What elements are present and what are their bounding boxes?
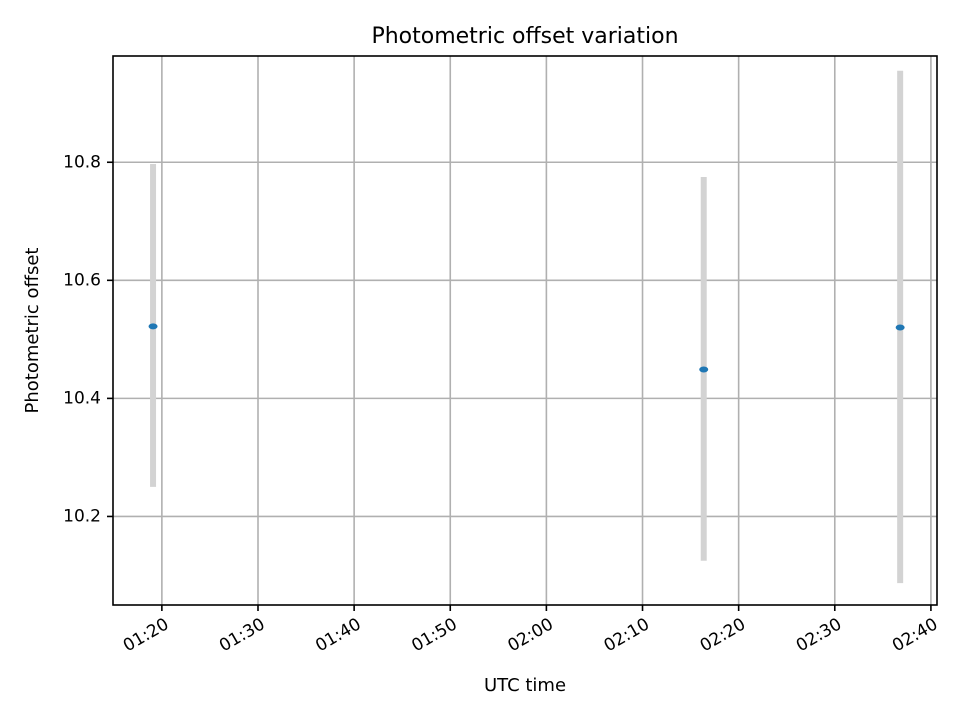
grid-layer <box>113 56 937 605</box>
point-layer <box>148 323 905 373</box>
x-tick-label: 01:50 <box>408 614 460 656</box>
x-tick-label: 01:20 <box>120 614 172 656</box>
plot-frame <box>112 55 938 606</box>
x-axis-label: UTC time <box>484 675 566 696</box>
x-tick-label: 02:30 <box>793 614 845 656</box>
data-point <box>895 324 905 331</box>
x-tick-label: 02:00 <box>504 614 556 656</box>
chart-title: Photometric offset variation <box>371 24 678 49</box>
x-tick-label: 02:20 <box>697 614 749 656</box>
y-tick-label: 10.6 <box>63 270 101 290</box>
x-tick-label: 02:10 <box>601 614 653 656</box>
x-tick-label: 01:30 <box>216 614 268 656</box>
data-point <box>699 366 709 373</box>
y-tick-label: 10.2 <box>63 506 101 526</box>
y-axis-label: Photometric offset <box>22 248 43 414</box>
tick-layer: 01:20 01:30 01:40 01:50 02:00 02:10 02:20 02:30… <box>63 152 941 656</box>
errorbar-layer <box>150 70 904 584</box>
x-tick-label: 01:40 <box>312 614 364 656</box>
data-point <box>148 323 158 330</box>
y-tick-label: 10.8 <box>63 152 101 172</box>
y-tick-label: 10.4 <box>63 388 101 408</box>
x-tick-label: 02:40 <box>889 614 941 656</box>
